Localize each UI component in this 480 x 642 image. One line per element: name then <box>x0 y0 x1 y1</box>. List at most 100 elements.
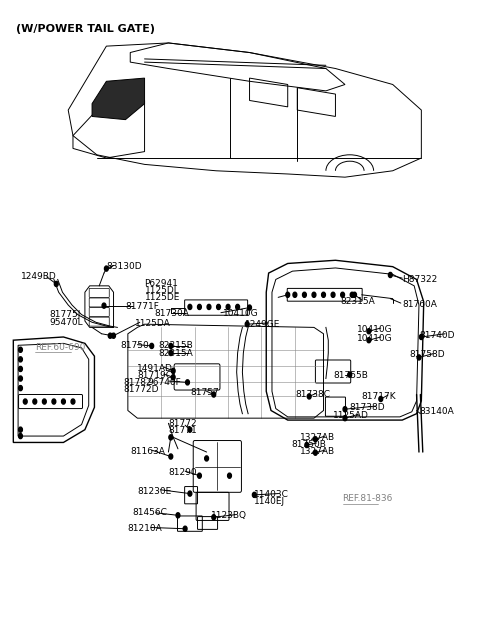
Circle shape <box>367 338 371 343</box>
Circle shape <box>420 334 423 340</box>
Text: 10410G: 10410G <box>357 325 393 334</box>
Text: 81290: 81290 <box>168 468 197 477</box>
Circle shape <box>169 454 173 459</box>
Circle shape <box>305 442 309 447</box>
Circle shape <box>169 435 173 440</box>
Circle shape <box>19 367 23 372</box>
Circle shape <box>198 473 201 478</box>
Circle shape <box>71 399 75 404</box>
Circle shape <box>105 266 108 271</box>
Text: 10410G: 10410G <box>223 309 259 318</box>
Circle shape <box>286 292 289 297</box>
Text: 82315B: 82315B <box>159 342 193 351</box>
Text: 81782: 81782 <box>123 378 152 387</box>
Circle shape <box>171 369 175 374</box>
Text: 1491AD: 1491AD <box>137 364 173 373</box>
Circle shape <box>313 450 317 455</box>
Text: 81717K: 81717K <box>362 392 396 401</box>
Text: 1125AD: 1125AD <box>333 411 369 420</box>
Text: 1249GE: 1249GE <box>245 320 280 329</box>
Circle shape <box>302 292 306 297</box>
Text: 1125DE: 1125DE <box>144 293 180 302</box>
Circle shape <box>61 399 65 404</box>
Circle shape <box>212 515 216 520</box>
Circle shape <box>54 281 58 286</box>
Circle shape <box>417 355 421 360</box>
Text: 82315A: 82315A <box>159 349 193 358</box>
Circle shape <box>188 491 192 496</box>
Circle shape <box>236 304 240 309</box>
Circle shape <box>343 415 347 421</box>
Circle shape <box>312 292 316 297</box>
Circle shape <box>228 473 231 478</box>
Text: 81775J: 81775J <box>49 310 81 319</box>
Text: 81771F: 81771F <box>125 302 159 311</box>
Circle shape <box>252 492 256 498</box>
Polygon shape <box>92 78 144 119</box>
Text: 81738C: 81738C <box>295 390 330 399</box>
Circle shape <box>19 427 23 432</box>
Circle shape <box>226 304 230 309</box>
Text: 81760A: 81760A <box>402 300 437 309</box>
Text: 81750B: 81750B <box>291 440 326 449</box>
Circle shape <box>307 394 311 399</box>
Circle shape <box>207 304 211 309</box>
Circle shape <box>24 399 27 404</box>
Text: REF.60-690: REF.60-690 <box>35 343 85 352</box>
Text: 81730A: 81730A <box>154 309 189 318</box>
Circle shape <box>169 351 173 356</box>
Circle shape <box>102 303 106 308</box>
Circle shape <box>19 386 23 391</box>
Text: 81758D: 81758D <box>409 351 445 360</box>
Circle shape <box>353 292 357 297</box>
Text: 81771: 81771 <box>168 426 197 435</box>
Text: 81755B: 81755B <box>333 372 368 381</box>
Text: (W/POWER TAIL GATE): (W/POWER TAIL GATE) <box>16 24 155 34</box>
Text: 81757: 81757 <box>190 388 219 397</box>
Circle shape <box>212 392 216 397</box>
Text: 1140EJ: 1140EJ <box>254 498 286 507</box>
Circle shape <box>341 292 345 297</box>
Circle shape <box>150 343 154 349</box>
Circle shape <box>33 399 36 404</box>
Circle shape <box>176 513 180 518</box>
Circle shape <box>169 343 173 349</box>
Circle shape <box>19 433 23 438</box>
Text: 1125DL: 1125DL <box>144 286 180 295</box>
Circle shape <box>171 375 175 380</box>
Text: H87322: H87322 <box>402 275 437 284</box>
Text: 1327AB: 1327AB <box>300 433 335 442</box>
Text: 82315A: 82315A <box>340 297 375 306</box>
Circle shape <box>183 526 187 532</box>
Circle shape <box>216 304 220 309</box>
Text: 81163A: 81163A <box>130 447 165 456</box>
Text: 1123BQ: 1123BQ <box>211 512 247 521</box>
Circle shape <box>188 427 192 432</box>
Circle shape <box>293 292 297 297</box>
Circle shape <box>313 437 317 442</box>
Circle shape <box>42 399 46 404</box>
Text: 83130D: 83130D <box>107 262 142 271</box>
Text: 81210A: 81210A <box>128 525 163 534</box>
Text: 1249BD: 1249BD <box>21 272 56 281</box>
Circle shape <box>379 396 383 401</box>
Text: REF.81-836: REF.81-836 <box>343 494 393 503</box>
Text: 10410G: 10410G <box>357 334 393 343</box>
Circle shape <box>112 333 116 338</box>
Circle shape <box>204 456 208 461</box>
Text: 81772: 81772 <box>168 419 197 428</box>
Text: 96740F: 96740F <box>147 378 180 387</box>
Text: 81740D: 81740D <box>419 331 455 340</box>
Text: 1125DA: 1125DA <box>135 319 171 328</box>
Text: 81772D: 81772D <box>123 385 158 394</box>
Circle shape <box>198 304 201 309</box>
Text: 81738D: 81738D <box>350 403 385 412</box>
Text: 83140A: 83140A <box>419 407 454 416</box>
Circle shape <box>186 380 190 385</box>
Text: 81750: 81750 <box>120 342 149 351</box>
Circle shape <box>19 376 23 381</box>
Circle shape <box>245 322 249 327</box>
Circle shape <box>52 399 56 404</box>
Text: 95470L: 95470L <box>49 318 83 327</box>
Text: 81719C: 81719C <box>137 371 172 380</box>
